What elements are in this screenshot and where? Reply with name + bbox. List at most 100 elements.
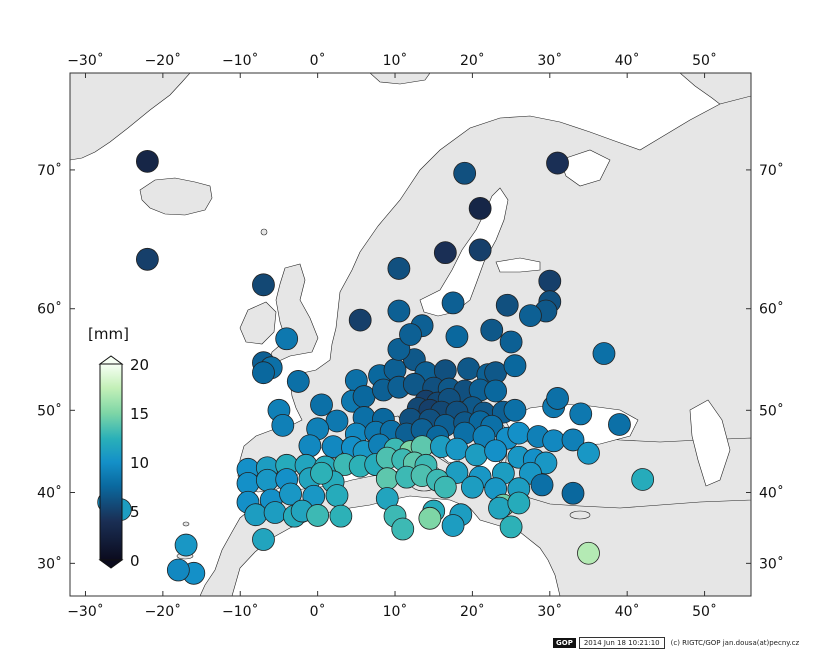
station-marker [488, 496, 511, 520]
station-marker [530, 473, 554, 497]
station-marker [387, 299, 411, 323]
x-tick-label-bottom: 50˚ [692, 603, 717, 620]
x-tick-label-bottom: 10˚ [383, 603, 408, 620]
station-marker [252, 273, 275, 297]
ireland-land [239, 301, 277, 345]
station-marker [418, 506, 442, 530]
colorbar-unit-label: [mm] [88, 325, 129, 343]
x-tick-label-top: 40˚ [615, 52, 640, 69]
x-tick-label-bottom: 0˚ [310, 603, 326, 620]
station-marker [592, 342, 616, 365]
station-marker [507, 421, 531, 445]
gop-logo: GOP [553, 638, 576, 648]
station-marker [546, 151, 569, 175]
y-tick-label-right: 60˚ [759, 301, 784, 318]
station-marker [135, 149, 159, 173]
station-marker [457, 357, 480, 381]
station-marker [325, 409, 349, 433]
y-tick-label-right: 40˚ [759, 484, 784, 501]
station-marker [577, 541, 600, 565]
station-marker [255, 468, 279, 492]
station-marker [399, 323, 422, 346]
station-marker [433, 241, 457, 265]
x-tick-label-top: 10˚ [383, 52, 408, 69]
station-marker [174, 533, 198, 557]
station-marker [279, 482, 302, 506]
station-marker [495, 293, 519, 317]
x-tick-label-top: 50˚ [692, 52, 717, 69]
iceland-land [139, 177, 213, 216]
station-marker [441, 514, 465, 537]
station-marker [166, 558, 190, 582]
station-marker [387, 257, 411, 280]
x-tick-label-bottom: −20˚ [145, 603, 182, 620]
station-marker [499, 330, 523, 354]
y-tick-label-right: 50˚ [759, 402, 784, 419]
colorbar-tick-label: 15 [130, 405, 149, 423]
station-marker [348, 308, 372, 332]
caspian-sea [689, 399, 731, 487]
x-tick-label-top: 0˚ [310, 52, 326, 69]
colorbar: [mm] 0 5 10 15 20 [88, 325, 149, 570]
x-tick-label-bottom: 30˚ [537, 603, 562, 620]
station-marker [433, 475, 457, 499]
station-marker [484, 379, 508, 403]
station-marker [499, 515, 523, 539]
station-marker [503, 354, 527, 378]
map-frame [69, 72, 752, 597]
station-marker [375, 467, 399, 491]
faroe-land [260, 228, 268, 236]
greenland-land [70, 73, 191, 161]
station-marker [542, 429, 566, 453]
x-tick-label-top: 30˚ [537, 52, 562, 69]
cyprus-land [569, 510, 591, 520]
station-marker [538, 269, 562, 293]
station-marker [286, 370, 310, 393]
station-marker [310, 393, 333, 417]
station-marker [391, 517, 415, 541]
station-marker [561, 481, 585, 505]
station-marker [569, 402, 593, 426]
station-marker [608, 413, 631, 436]
y-tick-label-left: 40˚ [37, 484, 62, 501]
y-tick-label-left: 50˚ [37, 402, 62, 419]
colorbar-tick-label: 5 [130, 503, 140, 521]
station-marker [306, 504, 330, 527]
station-marker [445, 437, 469, 461]
y-tick-label-left: 70˚ [37, 162, 62, 179]
station-marker [298, 434, 322, 458]
station-marker [310, 461, 333, 485]
timestamp: 2014 Jun 18 10:21:10 [578, 637, 665, 649]
y-tick-label-right: 70˚ [759, 162, 784, 179]
x-tick-label-top: −10˚ [222, 52, 259, 69]
y-tick-label-left: 60˚ [37, 301, 62, 318]
white-sea [559, 149, 611, 187]
x-tick-label-bottom: 20˚ [460, 603, 485, 620]
station-marker [468, 238, 492, 262]
station-marker [503, 398, 527, 422]
x-tick-label-bottom: −30˚ [67, 603, 104, 620]
station-marker [546, 387, 569, 410]
station-marker [135, 247, 159, 271]
station-marker [461, 475, 484, 499]
y-tick-label-right: 30˚ [759, 555, 784, 572]
station-marker [244, 503, 268, 527]
britain-land [267, 263, 319, 367]
arctic-islands-land [369, 73, 431, 85]
station-marker [484, 439, 508, 463]
station-marker [445, 325, 469, 349]
y-tick-label-left: 30˚ [37, 555, 62, 572]
x-tick-label-top: 20˚ [460, 52, 485, 69]
x-tick-label-top: −30˚ [67, 52, 104, 69]
colorbar-tick-label: 10 [130, 454, 149, 472]
station-marker [464, 443, 488, 467]
station-marker [468, 196, 492, 220]
station-marker [453, 161, 477, 185]
station-marker [329, 504, 353, 528]
colorbar-tick-label: 0 [130, 552, 140, 570]
station-marker [263, 501, 287, 524]
station-marker [252, 528, 275, 551]
station-marker [631, 468, 655, 491]
station-marker [271, 413, 295, 437]
axis-ticks: −30˚ −30˚ −20˚ −20˚ −10˚ −10˚ 0˚ 0˚ 10˚ 10˚ 20˚ 20˚… [37, 52, 784, 620]
